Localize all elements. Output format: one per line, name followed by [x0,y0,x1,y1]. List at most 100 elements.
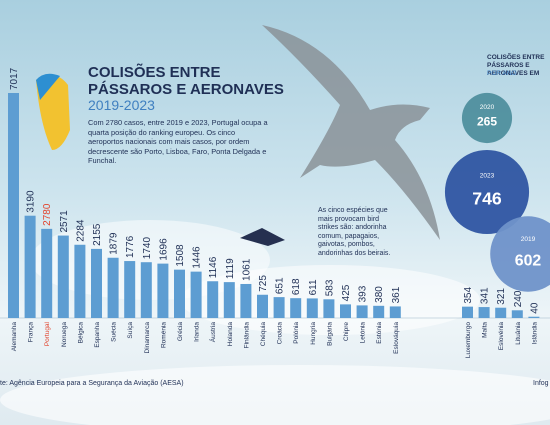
value-label: 354 [463,287,474,304]
bubble-value: 746 [472,189,502,209]
species-note: As cinco espécies que mais provocam bird… [318,207,391,257]
value-label: 583 [324,279,335,296]
bubble-year: 2023 [480,172,495,179]
bubble-value: 602 [515,252,542,269]
category-label: Noruega [61,322,68,347]
bubble-subtitle: POR ANO [487,70,517,77]
category-label: Holanda [227,322,234,347]
category-label: Dinamarca [144,322,151,354]
bar [389,306,401,318]
bubble [461,92,513,144]
category-label: Bulgária [326,322,333,346]
value-label: 341 [480,287,491,304]
category-label: Hungria [310,322,317,345]
subtitle: 2019-2023 [88,97,155,113]
category-label: Croácia [277,322,284,345]
category-label: Finlândia [243,322,250,349]
bar [207,281,219,318]
headline: COLISÕES ENTRE PÁSSAROS E AERONAVES [88,64,284,98]
cloud [0,365,550,425]
category-label: Portugal [44,321,51,346]
category-label: Chipre [343,322,350,342]
intro-text: Com 2780 casos, entre 2019 e 2023, Portu… [88,118,268,165]
source: te: Agência Europeia para a Segurança da… [0,380,184,387]
category-label: Letónia [360,322,367,344]
category-label: Áustria [208,322,217,343]
value-label: 393 [358,285,369,302]
bar [107,257,119,318]
value-label: 1776 [125,235,136,258]
value-label: 1696 [158,238,169,261]
category-label: Suíça [127,322,134,339]
value-label: 40 [529,302,540,314]
bar [290,298,302,318]
category-label: Alemanha [11,322,18,352]
bar [306,298,318,318]
value-label: 1879 [109,232,120,255]
category-label: Irlanda [194,322,201,342]
value-label: 725 [258,275,269,292]
category-label: Grécia [177,322,184,342]
value-label: 240 [513,290,524,307]
category-label: Suécia [111,322,118,342]
category-label: França [28,322,35,343]
value-label: 321 [496,288,507,305]
bar [41,228,53,318]
category-label: Luxemburgo [465,322,472,359]
bubble-year: 2020 [480,104,495,111]
category-label: Malta [482,322,489,338]
value-label: 3190 [26,190,37,213]
swallow-illustration [240,228,285,246]
bubble [490,216,550,292]
category-label: Islândia [531,322,538,345]
bar [91,248,102,318]
credit: Infog [533,380,549,387]
value-label: 2571 [59,210,70,233]
category-label: Polónia [293,322,300,344]
bar [323,299,335,318]
category-label: Roménia [160,322,167,348]
value-label: 1119 [225,258,236,279]
value-label: 618 [291,278,302,295]
value-label: 7017 [9,67,20,90]
category-label: Lituânia [515,322,522,345]
bar [511,310,523,318]
value-label: 361 [391,286,402,303]
value-label: 2155 [92,223,103,246]
category-label: Chéquia [260,322,267,347]
bar [257,294,268,318]
bar [478,307,490,318]
category-label: Eslováquia [393,322,400,354]
category-label: Estónia [376,322,383,344]
value-label: 380 [374,286,385,303]
value-label: 1146 [208,256,219,278]
bar [190,271,202,318]
seagull-illustration [262,25,440,240]
bubble-year: 2019 [521,236,536,243]
bar [462,306,473,318]
value-label: 1508 [175,244,186,267]
value-label: 1740 [142,237,153,260]
bar [74,244,86,318]
bubble-value: 265 [477,115,497,129]
bar [57,235,69,318]
category-label: Bélgica [77,322,84,344]
bar [495,307,507,318]
bar [140,262,152,318]
bar [223,282,235,318]
value-label: 2284 [75,219,86,242]
bar [356,305,368,318]
macaw-head [36,73,60,100]
value-label: 611 [308,279,319,295]
bar [373,305,385,318]
value-label: 425 [341,284,352,301]
bar [124,261,136,318]
bubble-title: COLISÕES ENTRE PÁSSAROS E AERONAVES EM [487,54,545,77]
category-label: Espanha [94,322,101,348]
bubble [444,149,530,235]
bar [240,283,252,318]
bar [157,263,169,318]
value-label: 1061 [241,258,252,281]
bar [24,215,36,318]
